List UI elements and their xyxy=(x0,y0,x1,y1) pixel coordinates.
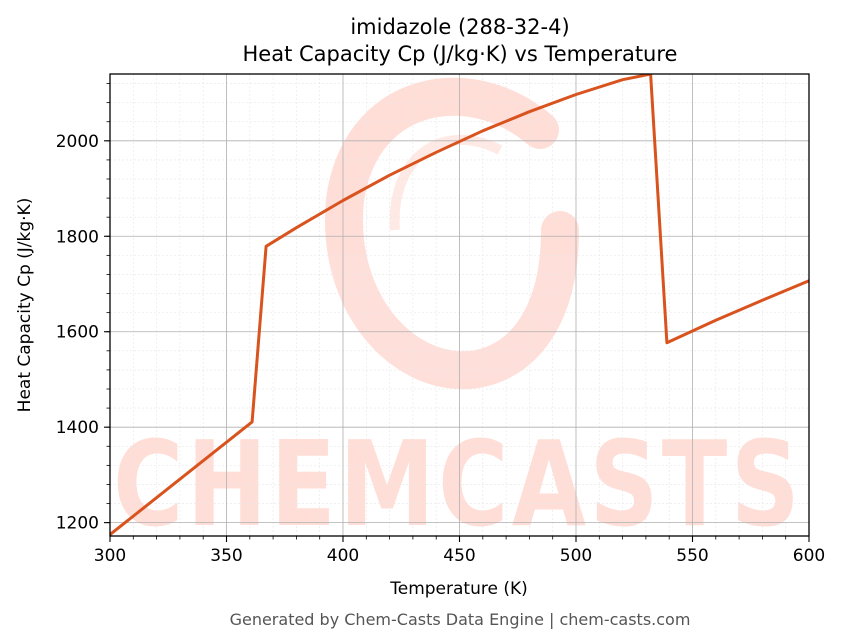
y-tick-label: 1600 xyxy=(56,323,99,343)
y-tick-label: 1800 xyxy=(56,227,99,247)
footer-credit: Generated by Chem-Casts Data Engine | ch… xyxy=(230,610,691,629)
watermark: CHEMCASTS xyxy=(113,77,803,553)
series-line-cp xyxy=(110,74,809,536)
x-tick-label: 300 xyxy=(94,546,126,566)
y-axis: 1200 1400 1600 1800 2000 xyxy=(56,83,110,534)
watermark-text: CHEMCASTS xyxy=(113,415,803,553)
x-axis: 300 350 400 450 500 550 600 xyxy=(94,536,825,566)
watermark-logo-icon xyxy=(325,77,579,390)
x-tick-label: 400 xyxy=(327,546,359,566)
y-tick-label: 1200 xyxy=(56,514,99,534)
x-tick-label: 350 xyxy=(210,546,242,566)
x-tick-label: 450 xyxy=(443,546,475,566)
y-tick-label: 2000 xyxy=(56,132,99,152)
y-tick-label: 1400 xyxy=(56,418,99,438)
chart-title-line1: imidazole (288-32-4) xyxy=(350,15,569,39)
x-tick-label: 550 xyxy=(676,546,708,566)
x-tick-label: 600 xyxy=(793,546,825,566)
chart-title-line2: Heat Capacity Cp (J/kg·K) vs Temperature xyxy=(243,42,678,66)
x-tick-label: 500 xyxy=(560,546,592,566)
y-axis-label: Heat Capacity Cp (J/kg·K) xyxy=(15,198,35,413)
major-grid xyxy=(109,74,810,536)
x-axis-label: Temperature (K) xyxy=(389,579,528,599)
